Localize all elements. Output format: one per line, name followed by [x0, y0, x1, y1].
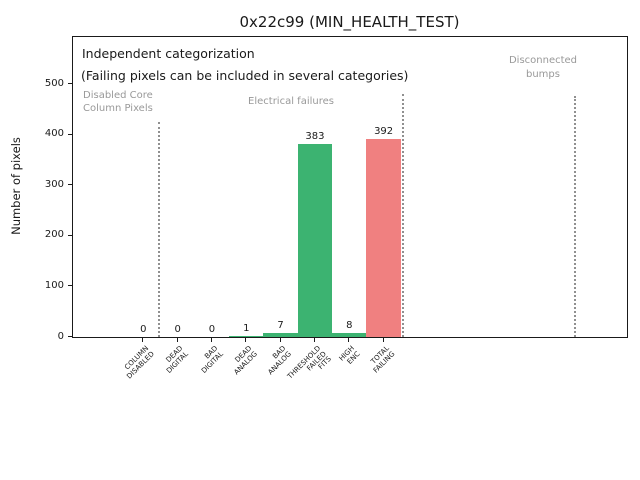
y-tick [68, 234, 72, 236]
x-tick-label: COLUMN DISABLED [123, 344, 156, 381]
y-tick [68, 285, 72, 287]
y-tick [68, 184, 72, 186]
annotation-failing-note: (Failing pixels can be included in sever… [81, 68, 409, 83]
x-tick [279, 338, 281, 342]
x-tick-label: BAD DIGITAL [199, 344, 225, 375]
y-tick [68, 336, 72, 337]
plot-area: 0 0 0 1 7 383 8 392 Independent categorization … [72, 36, 628, 338]
x-tick [245, 338, 247, 342]
x-tick [210, 338, 212, 342]
y-tick-label: 400 [44, 128, 64, 140]
y-tick-label: 200 [44, 229, 64, 241]
bar-value-label: 392 [374, 126, 394, 138]
y-tick-label: 500 [44, 77, 64, 89]
annotation-independent-categorization: Independent categorization [82, 46, 255, 61]
x-axis: COLUMN DISABLED DEAD DIGITAL BAD DIGITAL DE… [72, 337, 628, 447]
bar [263, 333, 298, 337]
bar-value-label: 8 [346, 319, 353, 331]
x-tick-label: TOTAL FAILING [369, 344, 396, 375]
bar-value-label: 1 [243, 323, 250, 334]
x-tick [142, 338, 144, 342]
section-separator [157, 122, 160, 337]
y-tick-label: 300 [44, 178, 64, 190]
bar-value-label: 383 [305, 130, 325, 142]
x-tick [382, 338, 384, 342]
y-tick [68, 133, 72, 135]
bar-value-label: 0 [174, 324, 181, 335]
bar [332, 332, 367, 337]
bar-value-label: 0 [140, 324, 147, 335]
bar [366, 139, 401, 337]
x-tick [348, 338, 350, 342]
section-label-electrical-failures: Electrical failures [248, 96, 334, 107]
bar [297, 143, 333, 337]
x-tick-label: DEAD ANALOG [232, 344, 259, 377]
y-tick [68, 83, 72, 85]
x-tick-label: HIGH ENC [337, 344, 362, 366]
y-tick-label: 100 [44, 279, 64, 291]
x-tick-label: DEAD DIGITAL [164, 344, 190, 375]
section-separator [401, 94, 404, 337]
section-label-disconnected-bumps: Disconnected bumps [508, 55, 578, 80]
x-tick [313, 338, 315, 342]
x-tick [176, 338, 178, 342]
chart-title: 0x22c99 (MIN_HEALTH_TEST) [239, 13, 460, 31]
y-tick-label: 0 [57, 330, 64, 342]
section-separator [574, 96, 576, 337]
bar-value-label: 7 [277, 320, 284, 332]
section-label-disabled-core-column-pixels: Disabled Core Column Pixels [83, 90, 153, 114]
x-tick-label: THRESHOLD FAILED FITS [285, 344, 333, 381]
y-axis: 0 100 200 300 400 500 [0, 36, 72, 342]
bar-value-label: 0 [208, 324, 216, 335]
bar [229, 336, 264, 337]
